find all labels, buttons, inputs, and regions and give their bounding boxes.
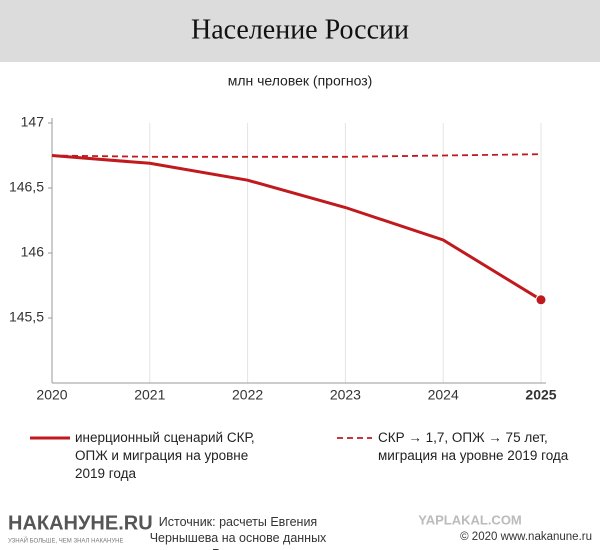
y-tick-label: 146,5 [9, 179, 44, 195]
y-tick-label: 146 [21, 244, 45, 260]
x-tick-label: 2021 [134, 387, 165, 403]
slogan: УЗНАЙ БОЛЬШЕ, ЧЕМ ЗНАЛ НАКАНУНЕ [8, 537, 123, 545]
copyright: © 2020 www.nakanune.ru [460, 531, 592, 543]
end-marker [535, 294, 547, 306]
x-tick-label: 2020 [36, 387, 67, 403]
series-line [51, 153, 542, 158]
title-band [0, 0, 600, 62]
y-tick-label: 145,5 [9, 309, 44, 325]
watermark: YAPLAKAL.COM [418, 512, 522, 527]
x-tick-label: 2023 [330, 387, 361, 403]
x-tick-label: 2022 [232, 387, 263, 403]
source: Источник: расчеты Евгения Чернышева на о… [149, 515, 327, 550]
x-tick-label: 2025 [525, 387, 556, 403]
legend-label: инерционный сценарий СКР, ОПЖ и миграция… [75, 430, 255, 481]
chart-title: Население России [191, 14, 409, 45]
y-tick-label: 147 [21, 114, 45, 130]
series-line [51, 154, 542, 302]
logo: НАКАНУНЕ.RU [8, 512, 153, 534]
chart-subtitle: млн человек (прогноз) [228, 73, 373, 89]
x-tick-label: 2024 [428, 387, 459, 403]
legend-label: СКР → 1,7, ОПЖ → 75 лет, миграция на уро… [378, 430, 569, 463]
